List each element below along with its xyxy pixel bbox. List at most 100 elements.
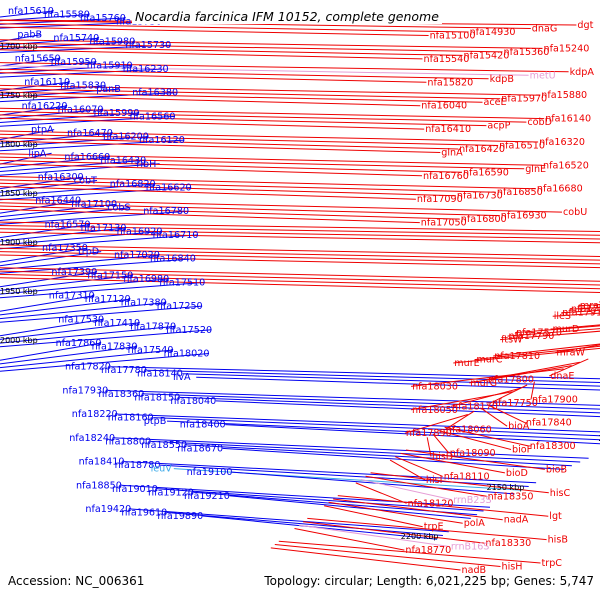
- leader-line: [166, 420, 600, 441]
- leader-line: [0, 231, 600, 244]
- leader-line: [0, 176, 536, 190]
- gene-label: nfa17380: [121, 298, 167, 309]
- leader-line: [432, 433, 450, 454]
- gene-label: nfa19120: [148, 487, 194, 498]
- gene-label: nfa18780: [115, 460, 161, 471]
- label-leader-lines: [0, 10, 600, 571]
- gene-label: nfa15100: [430, 31, 476, 42]
- leader-line: [114, 437, 589, 459]
- gene-label: bioF: [512, 445, 532, 456]
- leader-line: [0, 270, 600, 286]
- leader-line: [0, 42, 503, 53]
- gene-label: kdpB: [490, 74, 514, 85]
- gene-label: nfa17900: [532, 394, 578, 405]
- gene-label: nfa16520: [543, 160, 589, 171]
- gene-label: kdpA: [570, 67, 595, 78]
- leader-line: [0, 302, 167, 320]
- gene-label: nfa19010: [112, 484, 158, 495]
- gene-label: nfa18800: [105, 436, 151, 447]
- gene-label: nfa16980: [123, 274, 169, 285]
- gene-label: nfa18170: [452, 401, 498, 412]
- leader-line: [0, 137, 459, 150]
- gene-label: nfa16420: [459, 144, 505, 155]
- leader-line: [0, 153, 543, 166]
- leader-line: [173, 468, 522, 491]
- leader-line: [0, 221, 600, 233]
- leader-line: [0, 136, 149, 148]
- gene-label: nadA: [504, 515, 529, 526]
- kbp-tick-label: 1850 kbp: [0, 189, 38, 198]
- leader-line: [0, 37, 99, 46]
- gene-label: nfa17830: [92, 342, 138, 353]
- gene-label: nfa17870: [130, 321, 176, 332]
- leader-line: [146, 369, 600, 383]
- leader-line: [130, 508, 449, 533]
- leader-line: [0, 208, 420, 224]
- leader-line: [0, 329, 212, 348]
- gene-label: nfa15420: [464, 50, 510, 61]
- gene-label: nfa17130: [81, 223, 127, 234]
- gene-label: nfa16440: [35, 196, 81, 207]
- leader-line: [365, 475, 487, 497]
- gene-label: nfa17810: [494, 351, 540, 362]
- gene-label: nfa18090: [450, 448, 496, 459]
- leader-line: [0, 26, 429, 36]
- leader-line: [0, 156, 525, 170]
- gene-label: nfa16850: [497, 187, 543, 198]
- gene-label: polA: [464, 518, 486, 529]
- leader-line: [0, 107, 545, 120]
- gene-label: nfa18040: [170, 396, 216, 407]
- leader-line: [0, 205, 460, 220]
- leader-line: [0, 295, 95, 312]
- leader-line: [0, 251, 600, 265]
- gene-label: nfa16680: [537, 184, 583, 195]
- leader-line: [0, 247, 600, 261]
- leader-line: [0, 39, 543, 49]
- leader-line: [400, 452, 505, 474]
- leader-line: [530, 381, 535, 400]
- gene-label: nfa17020: [114, 250, 160, 261]
- gene-label: nfa17790: [509, 331, 555, 342]
- kbp-tick-label: 2200 kbp: [401, 532, 439, 541]
- leader-line: [0, 342, 102, 361]
- gene-label: nfa18360: [98, 389, 144, 400]
- gene-label: aceE: [484, 97, 507, 108]
- leader-line: [355, 482, 407, 504]
- gene-label: nfa16040: [421, 101, 467, 112]
- leader-line: [202, 515, 438, 540]
- leader-line: [143, 393, 600, 410]
- leader-line: [222, 447, 564, 470]
- gene-label: dnaG: [532, 24, 557, 35]
- gene-label: nfa18670: [177, 443, 223, 454]
- topology-text: Topology: circular; Length: 6,021,225 bp…: [262, 574, 596, 588]
- leader-line: [0, 202, 500, 217]
- leader-line: [0, 322, 140, 340]
- gene-label: nfa19210: [184, 491, 230, 502]
- leader-line: [0, 251, 102, 267]
- gene-label: nfa16620: [146, 183, 192, 194]
- leader-line: [490, 384, 528, 404]
- gene-label: nfa16380: [132, 88, 178, 99]
- leader-line: [475, 345, 600, 360]
- leader-line: [182, 373, 600, 387]
- leader-line: [410, 391, 513, 411]
- leader-line: [507, 328, 600, 337]
- leader-line: [0, 274, 133, 291]
- gene-label: nfa18850: [76, 480, 122, 491]
- leader-line: [0, 258, 196, 274]
- gene-label: nfa16320: [539, 137, 585, 148]
- leader-line: [0, 130, 539, 143]
- gene-label: ilvA: [173, 372, 191, 383]
- leader-line: [0, 187, 192, 201]
- gene-label: panB: [96, 84, 121, 95]
- gene-label: ribH: [136, 159, 156, 170]
- gene-label: rrnB23S: [453, 495, 492, 506]
- leader-line: [153, 417, 600, 437]
- leader-line: [0, 225, 600, 236]
- leader-line: [0, 210, 189, 225]
- gene-label: nfa16730: [457, 191, 503, 202]
- gene-label: nfa16110: [24, 77, 70, 88]
- genome-title: Nocardia farcinica IFM 10152, complete g…: [132, 9, 442, 24]
- gene-label: cobD: [527, 117, 552, 128]
